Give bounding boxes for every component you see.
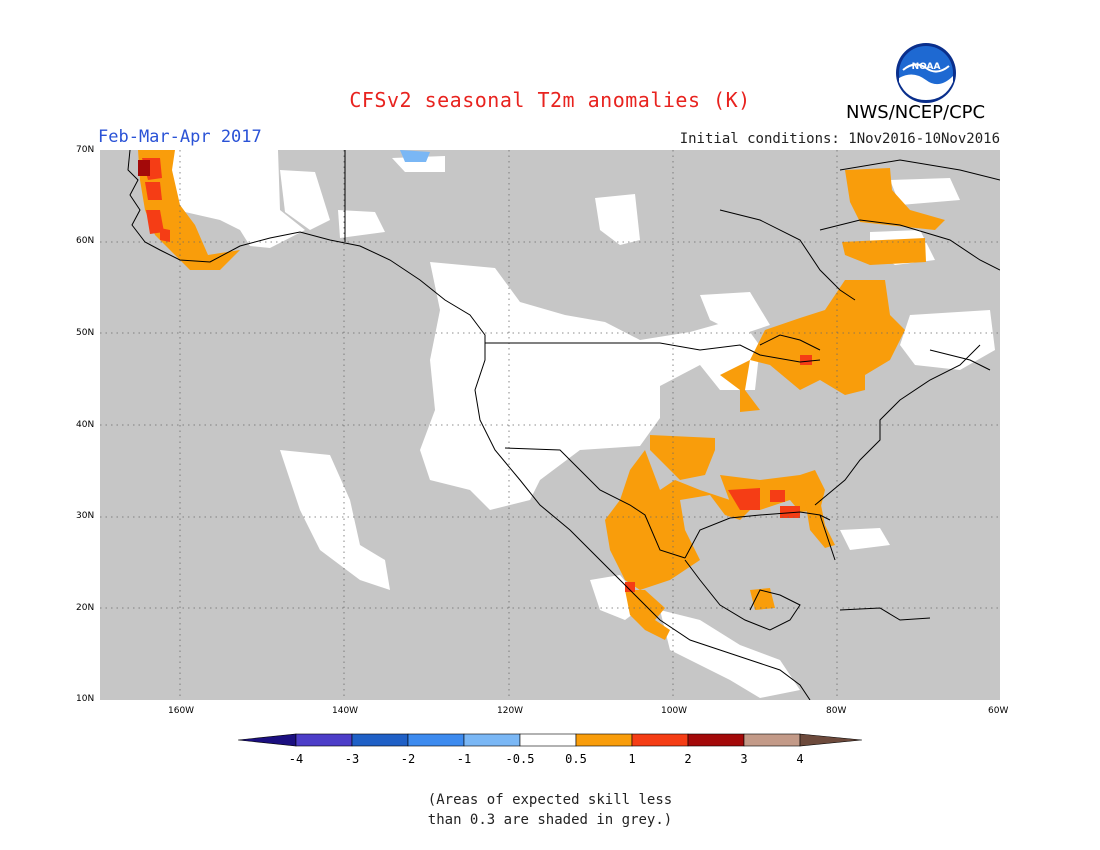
lat-label-20n: 20N	[76, 603, 95, 613]
legend-tick-label: -3	[345, 752, 359, 766]
legend-tick-label: 1	[628, 752, 635, 766]
coastlines	[127, 150, 1000, 700]
legend-tick-label: 4	[796, 752, 803, 766]
legend-swatch	[351, 733, 409, 747]
legend-tick-label: -1	[457, 752, 471, 766]
lon-label-60w: 60W	[988, 706, 1009, 716]
extreme-positive-anomaly-region	[138, 160, 150, 176]
lon-label-120w: 120W	[497, 706, 524, 716]
legend-swatch	[519, 733, 577, 747]
skill-note-line2: than 0.3 are shaded in grey.)	[427, 812, 673, 828]
lon-label-80w: 80W	[826, 706, 847, 716]
legend-tick-label: 2	[684, 752, 691, 766]
legend-swatch	[407, 733, 465, 747]
legend-tick-label: -2	[401, 752, 415, 766]
map-title: CFSv2 seasonal T2m anomalies (K)	[349, 88, 751, 112]
legend-swatch	[631, 733, 689, 747]
lat-label-50n: 50N	[76, 328, 95, 338]
legend-arrow-low	[238, 733, 297, 747]
legend-tick-label: -0.5	[506, 752, 535, 766]
negative-anomaly-region	[400, 150, 430, 162]
lon-label-100w: 100W	[661, 706, 688, 716]
forecast-period: Feb-Mar-Apr 2017	[98, 127, 262, 147]
legend-tick-label: 3	[740, 752, 747, 766]
agency-label: NWS/NCEP/CPC	[846, 102, 986, 123]
legend-swatch	[295, 733, 353, 747]
legend-swatch	[687, 733, 745, 747]
noaa-logo-icon: NOAA	[896, 43, 956, 103]
lon-label-140w: 140W	[332, 706, 359, 716]
skill-note-line1: (Areas of expected skill less	[427, 792, 673, 808]
anomaly-map	[100, 150, 1000, 700]
initial-conditions: Initial conditions: 1Nov2016-10Nov2016	[679, 131, 1000, 147]
legend-tick-label: -4	[289, 752, 303, 766]
legend-swatch	[463, 733, 521, 747]
legend-swatch	[575, 733, 633, 747]
legend-swatch	[743, 733, 801, 747]
logo-text: NOAA	[912, 62, 941, 72]
legend-arrow-high	[799, 733, 862, 747]
lat-label-70n: 70N	[76, 145, 95, 155]
color-legend: -4 -3 -2 -1 -0.5 0.5 1 2 3 4	[238, 733, 862, 766]
lon-label-160w: 160W	[168, 706, 195, 716]
legend-tick-label: 0.5	[565, 752, 587, 766]
lat-label-10n: 10N	[76, 694, 95, 704]
graticule	[100, 150, 1000, 700]
lat-label-60n: 60N	[76, 236, 95, 246]
lat-label-30n: 30N	[76, 511, 95, 521]
lat-label-40n: 40N	[76, 420, 95, 430]
